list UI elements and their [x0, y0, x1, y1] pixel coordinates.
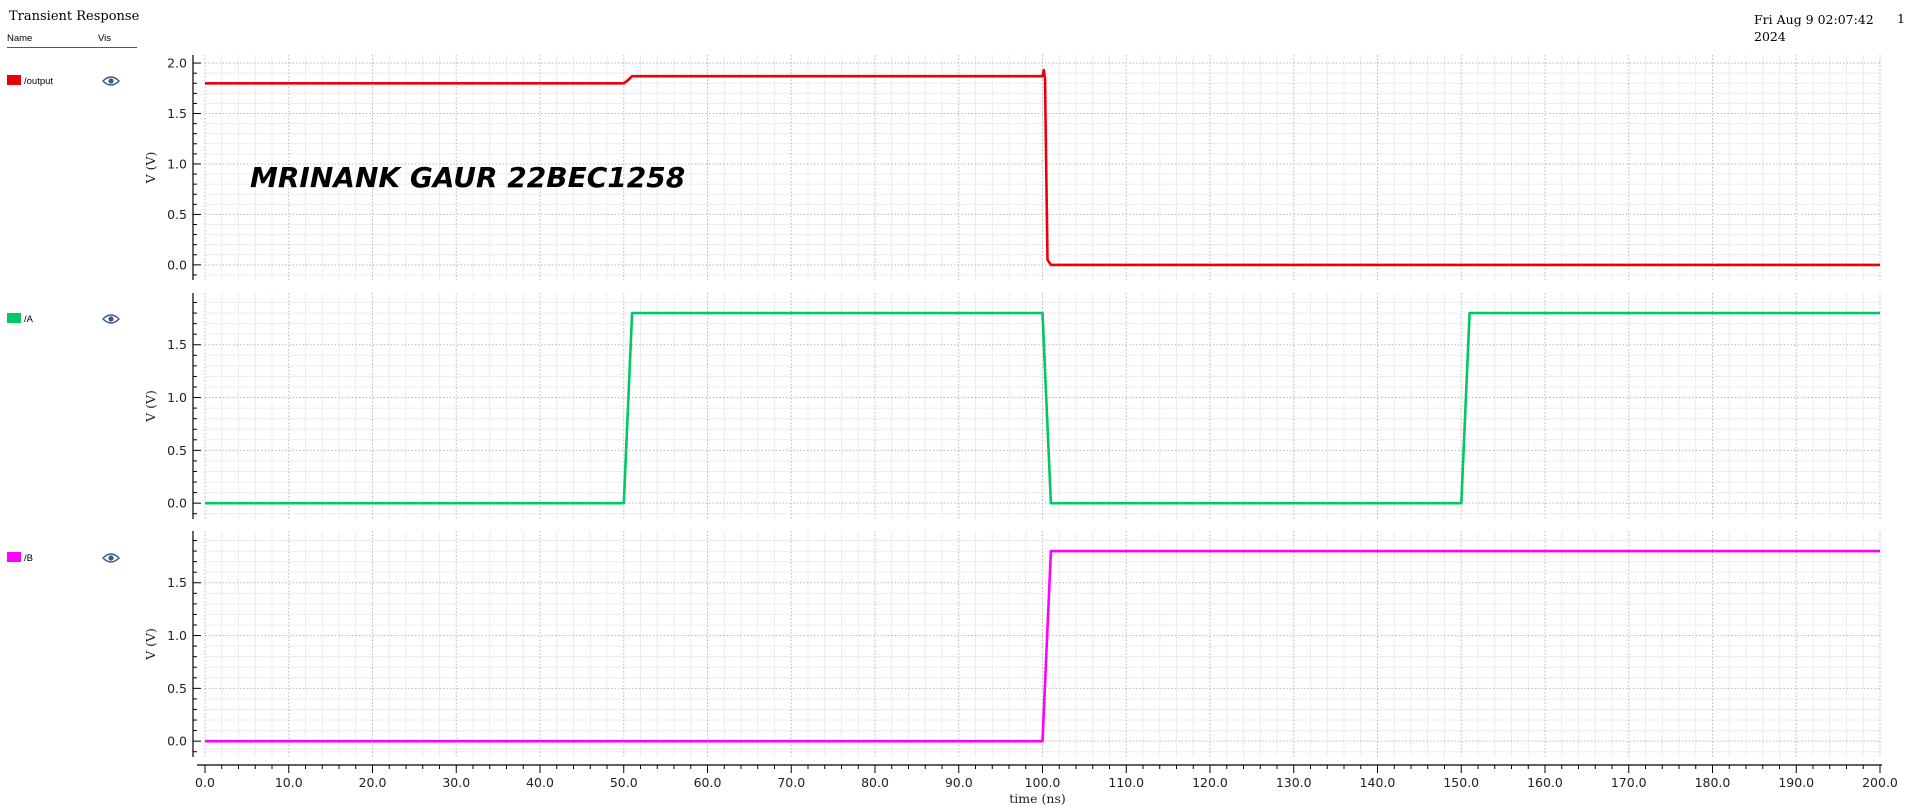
trace-color-swatch [7, 313, 21, 323]
x-tick-label: 40.0 [526, 775, 554, 790]
x-tick-label: 150.0 [1443, 775, 1479, 790]
trace-color-swatch [7, 552, 21, 562]
x-tick-label: 200.0 [1862, 775, 1898, 790]
x-tick-label: 70.0 [777, 775, 805, 790]
legend-vis-header: Vis [98, 33, 112, 44]
timestamp-line-1: Fri Aug 9 02:07:42 [1754, 12, 1874, 27]
y-tick-label: 0.0 [167, 257, 187, 272]
eye-icon[interactable] [102, 551, 120, 565]
x-tick-label: 50.0 [610, 775, 638, 790]
y-tick-label: 1.5 [167, 575, 187, 590]
series-line-b [205, 549, 1880, 743]
x-tick-label: 170.0 [1611, 775, 1647, 790]
y-tick-label: 1.0 [167, 628, 187, 643]
y-tick-label: 0.0 [167, 734, 187, 749]
x-tick-label: 110.0 [1108, 775, 1144, 790]
legend-name-header: Name [7, 33, 33, 44]
legend-header: Name Vis [7, 33, 137, 48]
y-tick-label: 1.0 [167, 156, 187, 171]
x-tick-label: 80.0 [861, 775, 889, 790]
timestamp: Fri Aug 9 02:07:42 2024 [1754, 11, 1874, 45]
x-tick-label: 140.0 [1360, 775, 1396, 790]
x-tick-label: 10.0 [275, 775, 303, 790]
eye-icon[interactable] [102, 312, 120, 326]
trace-color-swatch [7, 75, 21, 85]
window-title: Transient Response [9, 9, 140, 24]
x-tick-label: 100.0 [1025, 775, 1061, 790]
x-tick-label: 160.0 [1527, 775, 1563, 790]
timestamp-line-2: 2024 [1754, 29, 1786, 44]
x-tick-label: 180.0 [1695, 775, 1731, 790]
trace-name-output: /output [24, 76, 54, 87]
y-axis-label: V (V) [143, 152, 158, 185]
x-axis-label: time (ns) [1009, 791, 1065, 806]
series-line-a [205, 311, 1880, 505]
annotation-text: MRINANK GAUR 22BEC1258 [250, 161, 685, 194]
x-tick-label: 190.0 [1778, 775, 1814, 790]
y-axis-label: V (V) [143, 390, 158, 423]
x-tick-label: 120.0 [1192, 775, 1228, 790]
y-tick-label: 1.5 [167, 106, 187, 121]
x-tick-label: 130.0 [1276, 775, 1312, 790]
y-axis-label: V (V) [143, 628, 158, 661]
trace-name-a: /A [24, 314, 33, 325]
series-line-output [205, 68, 1880, 267]
eye-icon[interactable] [102, 74, 120, 88]
y-tick-label: 0.5 [167, 443, 187, 458]
x-tick-label: 0.0 [195, 775, 215, 790]
x-tick-label: 30.0 [442, 775, 470, 790]
y-tick-label: 0.0 [167, 496, 187, 511]
page-number: 1 [1897, 11, 1905, 26]
y-tick-label: 1.0 [167, 390, 187, 405]
x-tick-label: 20.0 [359, 775, 387, 790]
x-tick-label: 90.0 [945, 775, 973, 790]
trace-name-b: /B [24, 553, 33, 564]
y-tick-label: 2.0 [167, 56, 187, 71]
y-tick-label: 0.5 [167, 207, 187, 222]
y-tick-label: 0.5 [167, 681, 187, 696]
y-tick-label: 1.5 [167, 337, 187, 352]
x-tick-label: 60.0 [694, 775, 722, 790]
